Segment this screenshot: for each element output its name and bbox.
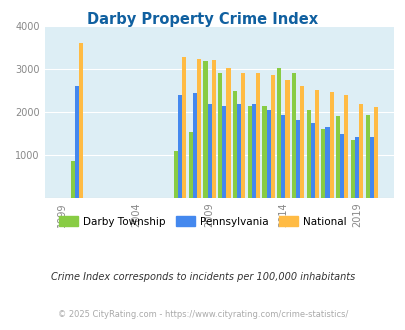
Bar	[262, 106, 266, 198]
Bar	[207, 104, 211, 198]
Bar	[188, 132, 192, 198]
Bar	[222, 106, 226, 198]
Bar	[350, 140, 354, 198]
Bar	[203, 61, 207, 198]
Text: © 2025 CityRating.com - https://www.cityrating.com/crime-statistics/: © 2025 CityRating.com - https://www.city…	[58, 310, 347, 319]
Bar	[226, 68, 230, 198]
Bar	[270, 75, 274, 198]
Bar	[320, 128, 325, 198]
Bar	[266, 110, 270, 198]
Bar	[232, 91, 237, 198]
Bar	[339, 134, 343, 198]
Bar	[364, 115, 369, 198]
Text: Crime Index corresponds to incidents per 100,000 inhabitants: Crime Index corresponds to incidents per…	[51, 272, 354, 282]
Bar	[281, 115, 285, 198]
Bar	[354, 137, 358, 198]
Bar	[306, 110, 310, 198]
Bar	[178, 95, 182, 198]
Bar	[196, 59, 200, 198]
Bar	[251, 104, 255, 198]
Bar	[369, 137, 373, 198]
Bar	[241, 73, 245, 198]
Bar	[217, 73, 222, 198]
Bar	[335, 116, 339, 198]
Bar	[211, 60, 215, 198]
Bar	[343, 95, 347, 198]
Bar	[277, 68, 281, 198]
Bar	[329, 92, 333, 198]
Bar	[291, 73, 295, 198]
Bar	[358, 104, 362, 198]
Bar	[299, 86, 303, 198]
Bar	[314, 90, 318, 198]
Bar	[237, 104, 241, 198]
Bar	[192, 93, 196, 198]
Bar	[325, 127, 329, 198]
Bar	[174, 151, 178, 198]
Bar	[373, 108, 377, 198]
Bar	[295, 120, 299, 198]
Bar	[182, 57, 186, 198]
Bar	[71, 161, 75, 198]
Bar	[79, 43, 83, 198]
Bar	[285, 81, 289, 198]
Legend: Darby Township, Pennsylvania, National: Darby Township, Pennsylvania, National	[55, 212, 350, 231]
Text: Darby Property Crime Index: Darby Property Crime Index	[87, 12, 318, 26]
Bar	[310, 123, 314, 198]
Bar	[255, 73, 260, 198]
Bar	[75, 86, 79, 198]
Bar	[247, 106, 251, 198]
